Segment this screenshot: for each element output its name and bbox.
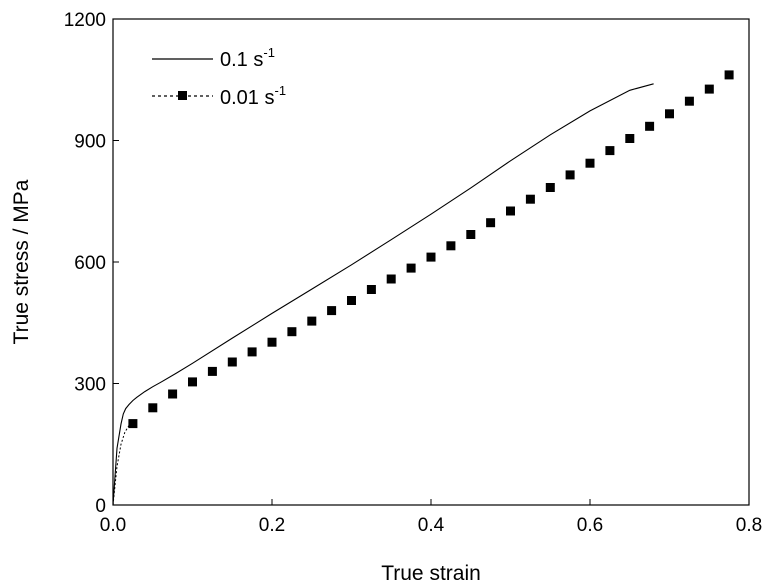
series-0.01-marker: [486, 218, 496, 228]
series-0.01-marker: [168, 389, 178, 399]
y-axis-label: True stress / MPa: [10, 179, 33, 344]
series-0.01-marker: [724, 70, 734, 80]
series-0.01-marker: [386, 274, 396, 284]
series-0.01-marker: [366, 285, 376, 294]
series-layer: [112, 70, 734, 506]
series-0.01-marker: [525, 194, 535, 204]
series-0.01-marker: [665, 109, 674, 119]
series-0.01-marker: [585, 158, 595, 168]
series-0.01-marker: [207, 366, 217, 376]
x-tick-label: 0.2: [259, 515, 285, 536]
series-0.01-marker: [506, 206, 515, 216]
series-0.01-marker: [446, 241, 456, 251]
y-tick-label: 300: [74, 375, 106, 396]
series-0.01-marker: [625, 134, 635, 143]
legend: 0.1 s-1 0.01 s-1: [152, 45, 286, 109]
series-0.01-marker: [307, 316, 317, 326]
axis-tick-labels: 0.0 0.2 0.4 0.6 0.8 0 300 600 900 1200: [64, 10, 762, 536]
y-tick-label: 0: [95, 496, 106, 517]
series-0.01-marker: [684, 96, 694, 106]
series-0.01-marker: [645, 121, 655, 131]
series-0.01-marker: [406, 263, 416, 273]
y-tick-label: 600: [74, 253, 106, 274]
y-tick-label: 1200: [64, 10, 106, 31]
series-0.01-marker: [704, 84, 714, 94]
series-0.01-marker: [347, 296, 356, 305]
x-tick-label: 0.4: [418, 515, 445, 536]
legend-marker-0.01: [178, 91, 187, 100]
series-0.01-marker: [565, 170, 575, 180]
series-0.01-marker: [128, 419, 138, 429]
series-0.01-marker: [327, 306, 337, 316]
legend-label-0.01: 0.01 s-1: [220, 83, 286, 109]
plot-frame: [112, 18, 750, 506]
series-0.01-marker: [227, 357, 237, 367]
series-0.01-marker: [426, 252, 436, 262]
series-0.01-marker: [545, 183, 555, 192]
series-0.01-marker: [287, 327, 297, 337]
series-0.01-marker: [605, 146, 615, 156]
y-tick-label: 900: [74, 132, 106, 153]
series-0.01-marker: [148, 403, 158, 413]
legend-label-0.1: 0.1 s-1: [220, 45, 275, 71]
axis-ticks: [112, 18, 750, 506]
series-0.1-line: [112, 83, 654, 506]
x-tick-label: 0.0: [100, 515, 126, 536]
x-tick-label: 0.8: [736, 515, 762, 536]
series-0.01-marker: [466, 230, 476, 239]
series-0.01-marker: [188, 377, 197, 387]
series-0.01-marker: [247, 347, 257, 357]
x-axis-label: True strain: [381, 562, 481, 585]
series-0.01-marker: [267, 337, 277, 347]
x-tick-label: 0.6: [577, 515, 603, 536]
series-0.01-line: [112, 421, 134, 506]
